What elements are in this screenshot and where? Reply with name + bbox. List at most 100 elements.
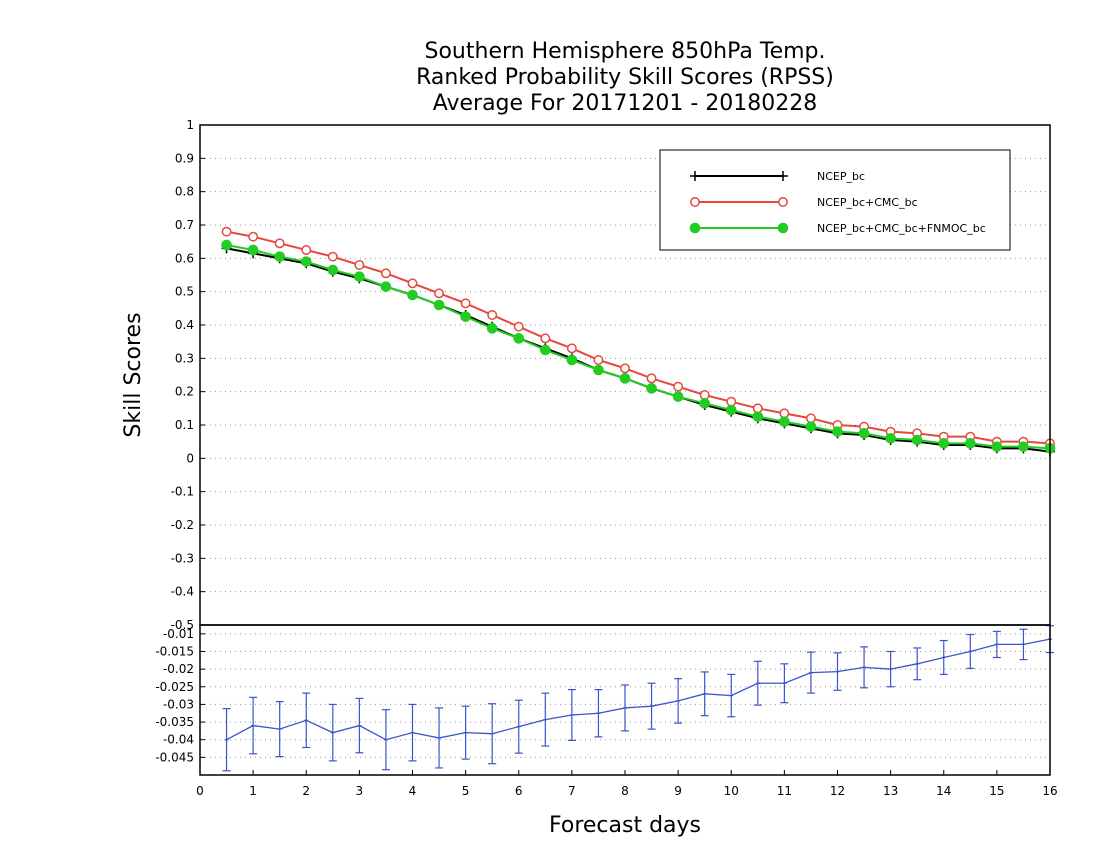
upper-y-tick-label: -0.3 <box>171 551 194 565</box>
data-point <box>672 391 684 402</box>
data-point <box>991 441 1003 452</box>
series-0 <box>221 243 1055 457</box>
legend-marker <box>690 197 700 207</box>
legend-marker <box>689 222 701 234</box>
data-point <box>858 428 870 439</box>
lower-y-tick-label: -0.03 <box>163 697 194 711</box>
upper-y-tick-label: 0.1 <box>175 418 194 432</box>
legend: NCEP_bc NCEP_bc+CMC_bc NCEP_bc+CMC_bc+FNMO… <box>659 149 1011 251</box>
data-point <box>274 251 285 262</box>
upper-y-tick-label: 0 <box>186 451 194 465</box>
x-tick-label: 3 <box>356 784 364 798</box>
x-axis-label: Forecast days <box>549 813 701 838</box>
x-tick-label: 8 <box>621 784 629 798</box>
data-point <box>938 438 950 449</box>
data-point <box>646 373 657 384</box>
data-point <box>354 260 365 270</box>
data-point <box>380 281 392 292</box>
upper-y-tick-label: 0.6 <box>175 251 194 265</box>
upper-y-tick-label: -0.4 <box>171 585 194 599</box>
lower-panel: -0.01 -0.015 -0.02 -0.025 -0.03 -0.035 -0.04 -0… <box>155 624 1058 798</box>
data-point <box>725 404 737 416</box>
data-point <box>221 226 232 237</box>
data-point <box>566 343 577 354</box>
data-point <box>885 433 896 444</box>
upper-y-ticks: 1 0.9 0.8 0.7 0.6 0.5 0.4 0.3 0.2 0.1 0 -0.1 -0.2 -0.… <box>171 118 205 632</box>
upper-y-tick-label: 0.3 <box>175 351 194 365</box>
lower-y-tick-label: -0.04 <box>163 733 194 747</box>
data-point <box>593 355 604 365</box>
chart-title-line-3: Average For 20171201 - 20180228 <box>433 91 818 116</box>
data-point <box>513 333 525 344</box>
lower-series <box>222 625 1054 772</box>
legend-label: NCEP_bc <box>817 170 865 183</box>
data-point <box>566 354 578 366</box>
legend-marker <box>690 171 700 181</box>
data-point <box>805 421 817 432</box>
lower-y-ticks: -0.01 -0.015 -0.02 -0.025 -0.03 -0.035 -0.04 -0… <box>155 627 205 764</box>
upper-y-tick-label: 0.5 <box>175 285 194 299</box>
data-point <box>247 244 259 256</box>
x-tick-label: 10 <box>724 784 739 798</box>
data-point <box>327 264 339 276</box>
data-point <box>832 426 843 437</box>
upper-series <box>221 226 1056 457</box>
x-tick-label: 14 <box>936 784 951 798</box>
upper-y-tick-label: 0.8 <box>175 185 194 199</box>
x-tick-label: 4 <box>409 784 417 798</box>
difference-line <box>226 638 1051 741</box>
data-point <box>646 383 657 394</box>
x-tick-label: 0 <box>196 784 204 798</box>
lower-y-tick-label: -0.015 <box>155 644 194 658</box>
data-point <box>620 363 630 374</box>
data-point <box>407 289 418 301</box>
data-point <box>593 364 604 376</box>
data-point <box>433 299 445 311</box>
upper-y-tick-label: 0.2 <box>175 385 194 399</box>
data-point <box>805 413 816 424</box>
legend-label: NCEP_bc+CMC_bc+FNMOC_bc <box>817 222 986 235</box>
upper-y-tick-label: -0.5 <box>171 618 194 632</box>
legend-item-1: NCEP_bc+CMC_bc <box>690 196 918 209</box>
legend-items: NCEP_bc NCEP_bc+CMC_bc NCEP_bc+CMC_bc+FNMO… <box>689 170 986 235</box>
x-tick-label: 6 <box>515 784 523 798</box>
series-1 <box>221 226 1055 449</box>
data-point <box>407 278 418 289</box>
data-point <box>327 251 338 262</box>
data-point <box>540 344 551 356</box>
data-point <box>673 381 684 392</box>
x-tick-label: 12 <box>830 784 845 798</box>
upper-grid <box>200 157 1050 593</box>
data-point <box>486 323 498 334</box>
upper-y-tick-label: 1 <box>186 118 194 132</box>
lower-y-tick-label: -0.045 <box>155 750 194 764</box>
lower-y-tick-label: -0.025 <box>155 680 194 694</box>
upper-y-tick-label: 0.9 <box>175 151 194 165</box>
data-point <box>248 231 259 242</box>
data-point <box>1018 441 1029 452</box>
data-point <box>965 438 976 449</box>
data-point <box>752 411 764 422</box>
difference-series <box>222 625 1054 772</box>
x-tick-label: 16 <box>1042 784 1057 798</box>
x-tick-label: 2 <box>302 784 310 798</box>
data-point <box>300 256 312 267</box>
data-point <box>752 403 763 414</box>
legend-item-2: NCEP_bc+CMC_bc+FNMOC_bc <box>689 222 986 235</box>
legend-label: NCEP_bc+CMC_bc <box>817 196 918 209</box>
legend-marker <box>778 171 788 181</box>
data-point <box>274 238 285 249</box>
lower-plot-frame <box>199 624 1051 776</box>
data-point <box>726 396 737 407</box>
x-tick-label: 11 <box>777 784 792 798</box>
upper-y-tick-label: -0.2 <box>171 518 194 532</box>
series-line-0 <box>226 247 1051 453</box>
lower-y-tick-label: -0.035 <box>155 715 194 729</box>
x-tick-label: 7 <box>568 784 576 798</box>
y-axis-label: Skill Scores <box>121 312 146 437</box>
x-ticks: 0 1 2 3 4 5 6 7 8 9 10 11 12 13 14 15 16 <box>196 770 1058 798</box>
series-2 <box>221 239 1056 454</box>
legend-marker <box>777 222 789 234</box>
chart-title-line-1: Southern Hemisphere 850hPa Temp. <box>425 39 826 64</box>
